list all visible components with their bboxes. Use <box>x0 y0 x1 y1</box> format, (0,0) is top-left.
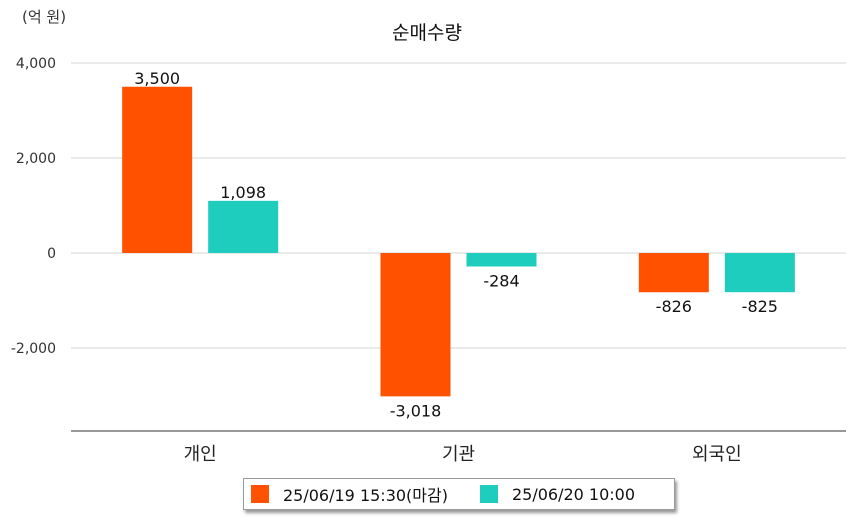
data-label: -826 <box>656 297 692 316</box>
data-label: 1,098 <box>220 183 266 202</box>
y-tick-label: -2,000 <box>11 341 56 357</box>
x-category-label: 외국인 <box>692 444 742 465</box>
legend-item-series-1[interactable]: 25/06/19 15:30(마감) <box>251 482 448 506</box>
legend-item-series-2[interactable]: 25/06/20 10:00 <box>479 484 636 504</box>
legend-swatch-series-2 <box>479 485 498 503</box>
data-label: 3,500 <box>134 69 180 88</box>
data-label: -825 <box>742 297 778 316</box>
unit-label: (억 원) <box>22 8 67 26</box>
legend-label-series-2: 25/06/20 10:00 <box>511 484 636 504</box>
bar-series-1 <box>380 253 451 397</box>
bar-series-1 <box>638 253 709 293</box>
bar-series-2 <box>724 253 795 293</box>
x-category-label: 개인 <box>184 444 217 465</box>
legend-swatch-series-1 <box>251 485 269 503</box>
y-tick-label: 2,000 <box>16 151 56 167</box>
bar-series-2 <box>208 200 279 253</box>
x-category-label: 기관 <box>442 444 475 465</box>
bar-series-1 <box>122 86 193 253</box>
y-tick-label: 0 <box>47 246 56 262</box>
data-label: -3,018 <box>390 401 442 420</box>
legend-label-series-1: 25/06/19 15:30(마감) <box>283 486 448 505</box>
chart-title: 순매수량 <box>392 22 462 44</box>
bar-series-2 <box>466 253 537 267</box>
y-tick-label: 4,000 <box>16 56 56 72</box>
data-label: -284 <box>483 271 519 290</box>
chart-legend: 25/06/19 15:30(마감) 25/06/20 10:00 <box>243 478 675 510</box>
